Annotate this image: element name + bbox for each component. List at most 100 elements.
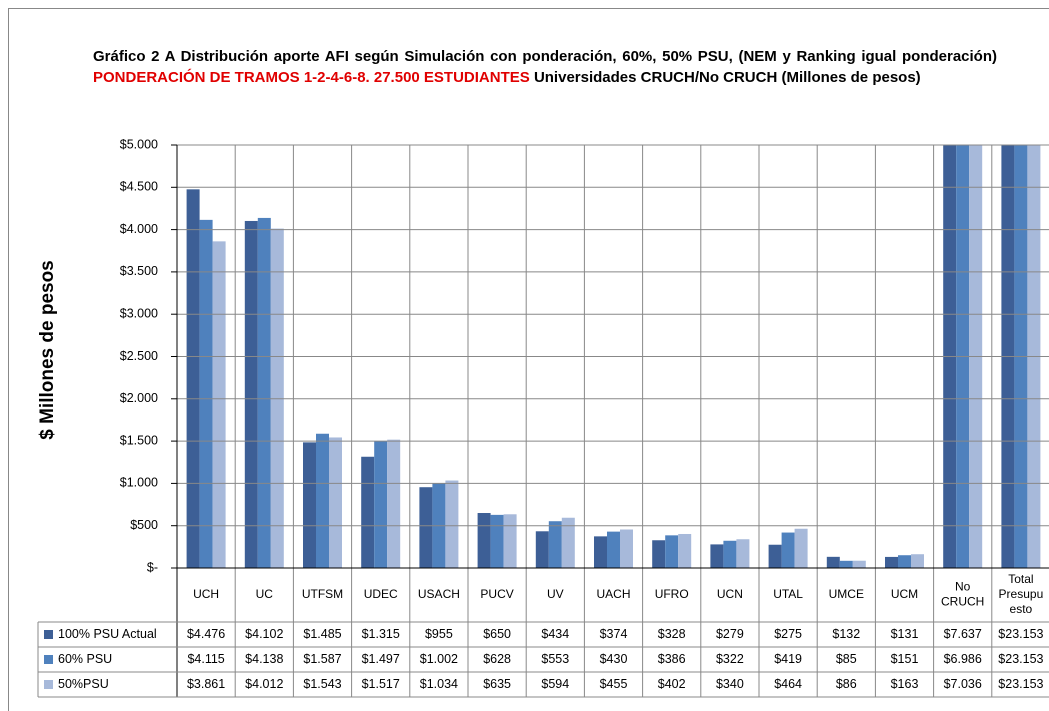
bar (316, 433, 329, 568)
bar (477, 513, 491, 568)
bar (665, 535, 679, 568)
bar (244, 220, 258, 568)
chart-title: Gráfico 2 A Distribución aporte AFI segú… (93, 46, 997, 88)
x-tick-label: No CRUCH (941, 580, 984, 609)
bar (736, 539, 750, 568)
bar (374, 441, 388, 568)
table-value: $419 (774, 652, 802, 666)
x-tick-label: UACH (596, 587, 630, 601)
bar (503, 514, 517, 568)
bar (361, 456, 375, 568)
y-tick-label: $2.500 (120, 349, 158, 363)
y-tick-label: $3.500 (120, 264, 158, 278)
table-value: $4.102 (245, 627, 283, 641)
bar (885, 556, 898, 568)
title-part: Universidades CRUCH/No CRUCH (Millones d… (533, 69, 921, 86)
table-value: $386 (658, 652, 686, 666)
bar (1014, 145, 1028, 568)
bar (768, 544, 782, 568)
chart-border (8, 8, 1049, 711)
table-value: $151 (891, 652, 919, 666)
title-part: Gráfico 2 A Distribución aporte AFI segú… (93, 48, 997, 65)
table-value: $4.138 (245, 652, 283, 666)
y-tick-label: $3.000 (120, 306, 158, 320)
table-value: $1.543 (303, 677, 341, 691)
y-tick-label: $- (147, 560, 158, 574)
table-value: $594 (541, 677, 569, 691)
table-value: $464 (774, 677, 802, 691)
x-tick-label: Total Presupu esto (999, 572, 1044, 616)
table-value: $402 (658, 677, 686, 691)
table-value: $132 (832, 627, 860, 641)
bar (652, 540, 666, 568)
bar (257, 217, 271, 568)
y-axis-label: $ Millones de pesos (37, 260, 58, 440)
table-value: $455 (600, 677, 628, 691)
legend-label: 50%PSU (58, 677, 109, 691)
table-value: $374 (600, 627, 628, 641)
y-tick-label: $500 (130, 518, 158, 532)
y-tick-label: $4.500 (120, 180, 158, 194)
table-value: $1.497 (362, 652, 400, 666)
table-value: $131 (891, 627, 919, 641)
bar (781, 532, 795, 568)
y-tick-label: $4.000 (120, 222, 158, 236)
table-value: $4.012 (245, 677, 283, 691)
table-value: $3.861 (187, 677, 225, 691)
y-tick-label: $2.000 (120, 391, 158, 405)
legend-key (44, 680, 53, 689)
bar (387, 439, 401, 568)
table-value: $85 (836, 652, 857, 666)
table-value: $86 (836, 677, 857, 691)
x-tick-label: UDEC (364, 587, 398, 601)
table-value: $23.153 (998, 652, 1043, 666)
bar (270, 228, 284, 568)
bar (794, 528, 808, 568)
bar (710, 544, 724, 568)
bar (561, 517, 575, 568)
bar (186, 189, 200, 568)
bar (911, 554, 924, 568)
table-value: $6.986 (944, 652, 982, 666)
table-value: $635 (483, 677, 511, 691)
bar (1001, 145, 1015, 568)
y-tick-label: $1.000 (120, 476, 158, 490)
bar (548, 521, 562, 568)
table-value: $1.485 (303, 627, 341, 641)
bar (852, 560, 866, 568)
table-value: $328 (658, 627, 686, 641)
x-tick-label: UV (547, 587, 564, 601)
bar (678, 533, 692, 568)
bar (329, 437, 342, 568)
x-tick-label: UFRO (655, 587, 689, 601)
bar (303, 442, 316, 568)
table-value: $163 (891, 677, 919, 691)
y-tick-label: $1.500 (120, 433, 158, 447)
bar (826, 556, 840, 568)
title-highlight: PONDERACIÓN DE TRAMOS 1-2-4-6-8. 27.500 … (93, 69, 530, 86)
table-value: $7.036 (944, 677, 982, 691)
bar (594, 536, 607, 568)
x-tick-label: UTFSM (302, 587, 343, 601)
table-value: $7.637 (944, 627, 982, 641)
x-tick-label: UCN (717, 587, 743, 601)
table-value: $1.587 (303, 652, 341, 666)
legend-key (44, 655, 53, 664)
bar (199, 219, 213, 568)
bar (419, 487, 433, 568)
table-value: $275 (774, 627, 802, 641)
table-value: $650 (483, 627, 511, 641)
bar (839, 560, 853, 568)
x-tick-label: UTAL (773, 587, 803, 601)
table-value: $1.315 (362, 627, 400, 641)
legend-key (44, 630, 53, 639)
table-value: $955 (425, 627, 453, 641)
bar (212, 241, 226, 568)
x-tick-label: USACH (418, 587, 460, 601)
bar (445, 480, 459, 568)
bar (723, 540, 737, 568)
bar (620, 529, 633, 568)
table-value: $4.115 (187, 652, 224, 666)
table-value: $628 (483, 652, 511, 666)
